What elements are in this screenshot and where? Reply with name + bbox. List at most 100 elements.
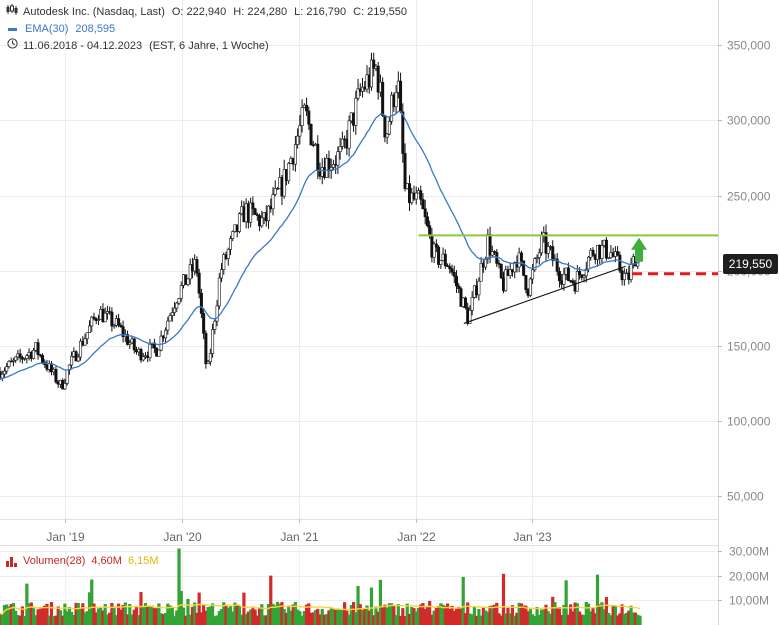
volume-bar (564, 580, 568, 625)
volume-bar (624, 612, 629, 625)
candle-body (305, 104, 309, 112)
volume-bar (457, 606, 461, 625)
volume-bar (631, 612, 635, 625)
candle-body (282, 169, 286, 197)
volume-bar (94, 612, 98, 625)
candle-body (499, 263, 503, 279)
volume-bar (633, 612, 638, 625)
volume-bar (114, 615, 118, 625)
volume-bar (208, 606, 212, 625)
volume-bar (327, 610, 331, 625)
candle-body (432, 243, 436, 258)
candle-body (493, 251, 497, 253)
candle-body (41, 355, 45, 363)
volume-bar (282, 609, 286, 625)
candle-body (336, 151, 340, 166)
volume-bar (130, 614, 134, 625)
volume-bar (392, 605, 396, 625)
volume-bar (636, 614, 640, 625)
volume-bar (331, 608, 336, 625)
volume-bar (96, 608, 101, 625)
volume-bar (284, 612, 289, 625)
volume-bar (74, 602, 78, 625)
candle-body (103, 312, 107, 323)
volume-bar (58, 610, 63, 625)
volume-bar (522, 605, 526, 625)
y-tick-label: 100,000 (727, 415, 771, 429)
ema-swatch (8, 28, 17, 31)
volume-bar (432, 610, 436, 625)
x-axis: Jan '19 Jan '20 Jan '21 Jan '22 Jan '23 (46, 519, 552, 544)
volume-bar (378, 579, 383, 625)
candle-body (117, 318, 121, 326)
volume-bar (390, 603, 394, 625)
volume-bar (155, 607, 159, 625)
volume-bar (600, 602, 604, 625)
volume-bar (401, 608, 405, 625)
volume-bar (27, 603, 31, 625)
volume-bar (29, 602, 33, 625)
candle-body (271, 194, 275, 210)
volume-bar (618, 613, 622, 625)
candle-body (316, 143, 320, 171)
candle-body (557, 271, 561, 282)
volume-bar (23, 616, 27, 625)
volume-bar (311, 612, 315, 625)
candle-body (591, 249, 595, 256)
volume-bar (569, 604, 573, 625)
volume-bar (168, 605, 172, 625)
volume-bar (486, 611, 490, 625)
candle-body (354, 97, 358, 126)
volume-bar (537, 614, 541, 625)
volume-bar (336, 609, 340, 625)
volume-bar (81, 603, 85, 625)
volume-bars (0, 548, 642, 625)
candle-body (540, 234, 544, 254)
candle-body (74, 351, 78, 362)
candle-body (356, 88, 360, 99)
volume-bar (604, 597, 609, 625)
candle-body (166, 320, 170, 331)
ema-value: 208,595 (75, 23, 116, 35)
candle-body (390, 94, 394, 122)
candle-body (508, 269, 512, 276)
x-tick-label: Jan '22 (397, 530, 436, 544)
volume-bar (566, 614, 570, 625)
volume-bar (481, 607, 485, 625)
volume-bar (159, 613, 163, 625)
volume-bar (253, 609, 257, 625)
volume-bar (546, 611, 550, 625)
volume-bar (163, 613, 168, 625)
volume-bar (54, 615, 58, 625)
volume-bar (217, 611, 221, 625)
volume-bar (193, 602, 197, 625)
volume-bar (575, 603, 579, 625)
candle-body (616, 251, 620, 256)
volume-bar (271, 603, 275, 625)
volume-bar (260, 604, 264, 625)
volume-bar (137, 614, 141, 625)
volume-bar (195, 612, 199, 625)
volume-bar (320, 608, 324, 625)
ema-label: EMA(30) (25, 23, 69, 35)
candle-body (575, 271, 579, 292)
volume-bar (2, 605, 7, 625)
candle-body (531, 269, 535, 280)
volume-bar (356, 586, 360, 625)
volume-bar (244, 613, 248, 625)
volume-bar (607, 612, 611, 625)
volume-y-axis: 30,00M 20,00M 10,00M (718, 545, 769, 608)
volume-bar (349, 605, 353, 625)
volume-bar (439, 603, 443, 625)
candle-body (208, 353, 212, 363)
candle-body (347, 120, 351, 149)
volume-bar (132, 609, 136, 625)
volume-bar (280, 602, 284, 625)
volume-bar (504, 613, 508, 625)
volume-bar (134, 606, 139, 625)
date-range: 11.06.2018 - 04.12.2023 (23, 40, 143, 52)
candle-body (159, 335, 163, 351)
volume-bar (613, 606, 617, 625)
volume-bar (472, 606, 477, 625)
volume-bar (495, 602, 499, 625)
